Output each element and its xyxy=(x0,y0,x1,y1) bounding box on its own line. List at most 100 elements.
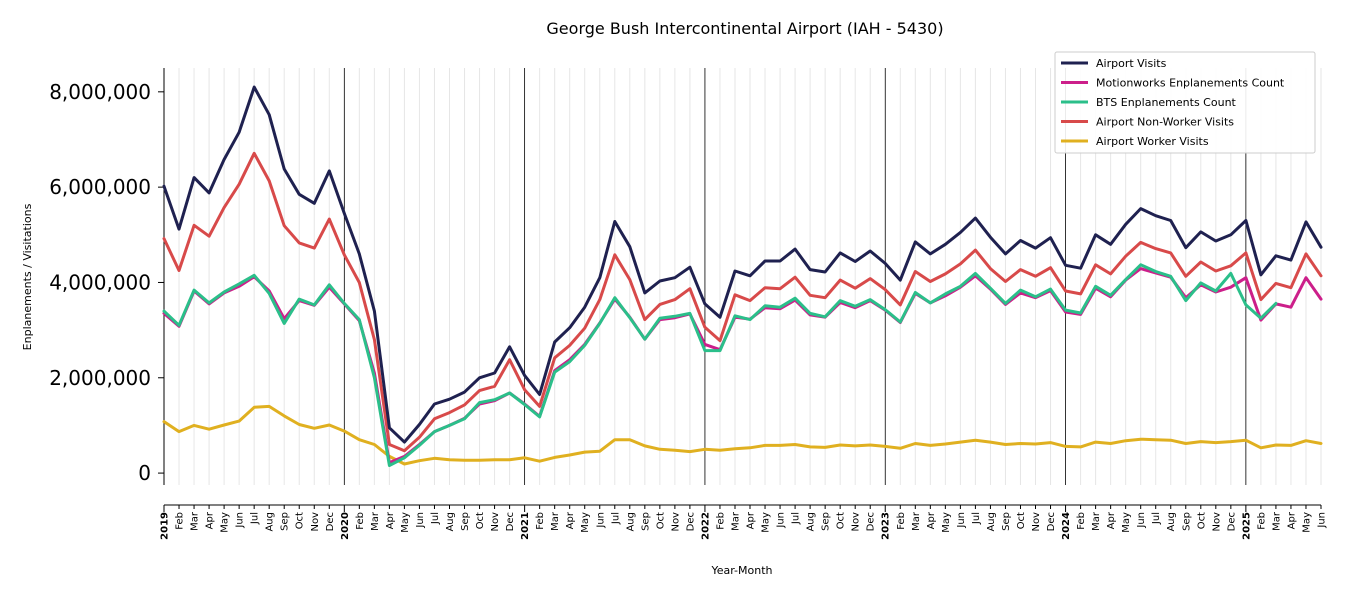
x-tick-label: May xyxy=(941,512,952,533)
x-tick-label: 2021 xyxy=(520,512,531,540)
x-tick-label: Nov xyxy=(310,512,321,532)
x-tick-label: Oct xyxy=(475,512,486,529)
x-tick-label: Dec xyxy=(685,512,696,531)
series-line-airport-non-worker-visits xyxy=(162,151,1323,453)
legend: Airport Visits Motionworks Enplanements C… xyxy=(1054,51,1316,154)
y-axis-label: Enplanements / Visitations xyxy=(21,203,34,350)
x-tick-label: Oct xyxy=(836,512,847,529)
x-tick-label: Oct xyxy=(1016,512,1027,529)
x-tick-label: Sep xyxy=(1001,512,1012,531)
x-tick-label: Oct xyxy=(655,512,666,529)
x-tick-label: Mar xyxy=(370,511,381,531)
x-tick-label: Jun xyxy=(595,512,606,529)
x-tick-label: 2025 xyxy=(1241,512,1252,540)
x-tick-label: Jun xyxy=(1317,512,1328,529)
x-tick-label: Feb xyxy=(1256,512,1267,530)
legend-label: Airport Worker Visits xyxy=(1096,135,1209,148)
x-tick-label: Nov xyxy=(1211,512,1222,532)
x-tick-label: Nov xyxy=(1031,512,1042,532)
x-tick-label: Aug xyxy=(806,512,817,532)
x-tick-label: Feb xyxy=(535,512,546,530)
x-tick-label: Mar xyxy=(1091,511,1102,531)
x-tick-label: Mar xyxy=(190,511,201,531)
x-tick-label: May xyxy=(1301,512,1312,533)
x-tick-label: Mar xyxy=(1271,511,1282,531)
x-tick-label: Nov xyxy=(851,512,862,532)
y-tick-label: 2,000,000 xyxy=(49,366,151,390)
x-tick-label: Feb xyxy=(175,512,186,530)
x-tick-label: Jul xyxy=(1151,512,1162,525)
series-line-airport-visits xyxy=(162,85,1323,444)
x-tick-label: Sep xyxy=(460,512,471,531)
axes: 0 2,000,000 4,000,000 6,000,000 8,000,000 201… xyxy=(49,68,1328,540)
chart-title: George Bush Intercontinental Airport (IA… xyxy=(546,19,943,38)
x-tick-label: 2023 xyxy=(881,512,892,540)
x-tick-label: Feb xyxy=(355,512,366,530)
x-tick-label: Dec xyxy=(505,512,516,531)
x-tick-label: Aug xyxy=(986,512,997,532)
x-tick-label: Apr xyxy=(205,511,216,529)
x-tick-label: Jul xyxy=(971,512,982,525)
legend-label: Airport Non-Worker Visits xyxy=(1096,116,1234,129)
x-tick-label: Aug xyxy=(445,512,456,532)
x-tick-label: 2024 xyxy=(1061,512,1072,540)
x-tick-label: Sep xyxy=(821,512,832,531)
x-tick-label: Feb xyxy=(1076,512,1087,530)
x-tick-label: Jul xyxy=(250,512,261,525)
legend-label: Airport Visits xyxy=(1096,57,1167,70)
series-line-airport-worker-visits xyxy=(162,404,1323,466)
x-tick-label: May xyxy=(1121,512,1132,533)
x-tick-label: Feb xyxy=(715,512,726,530)
year-divider-lines xyxy=(343,68,1247,485)
x-tick-label: Apr xyxy=(1286,511,1297,529)
x-tick-label: May xyxy=(400,512,411,533)
x-tick-label: Nov xyxy=(490,512,501,532)
y-tick-label: 6,000,000 xyxy=(49,175,151,199)
x-tick-label: Apr xyxy=(926,511,937,529)
x-tick-label: Sep xyxy=(280,512,291,531)
x-tick-label: Jul xyxy=(791,512,802,525)
x-tick-label: 2019 xyxy=(160,512,171,540)
x-tick-label: May xyxy=(580,512,591,533)
x-tick-label: Jun xyxy=(776,512,787,529)
x-tick-label: Sep xyxy=(640,512,651,531)
series-line-bts-enplanements-count xyxy=(162,263,1278,467)
x-tick-label: Jul xyxy=(430,512,441,525)
x-tick-label: Jun xyxy=(415,512,426,529)
x-tick-label: Jun xyxy=(1136,512,1147,529)
x-tick-label: Apr xyxy=(565,511,576,529)
x-tick-label: 2022 xyxy=(700,512,711,540)
y-tick-label: 0 xyxy=(138,461,151,485)
x-tick-label: Sep xyxy=(1181,512,1192,531)
x-tick-label: Jun xyxy=(956,512,967,529)
x-tick-label: Dec xyxy=(325,512,336,531)
y-tick-label: 8,000,000 xyxy=(49,80,151,104)
legend-box xyxy=(1054,51,1316,154)
x-tick-label: Dec xyxy=(866,512,877,531)
x-tick-label: Aug xyxy=(625,512,636,532)
x-tick-label: 2020 xyxy=(340,512,351,540)
x-tick-label: Dec xyxy=(1046,512,1057,531)
x-tick-label: Aug xyxy=(1166,512,1177,532)
x-tick-label: Jun xyxy=(235,512,246,529)
x-tick-label: Nov xyxy=(670,512,681,532)
x-tick-label: Mar xyxy=(730,511,741,531)
x-tick-label: Dec xyxy=(1226,512,1237,531)
x-tick-label: Feb xyxy=(896,512,907,530)
x-tick-label: May xyxy=(220,512,231,533)
x-tick-label: Apr xyxy=(1106,511,1117,529)
x-tick-label: Aug xyxy=(265,512,276,532)
x-tick-label: Oct xyxy=(1196,512,1207,529)
y-tick-label: 4,000,000 xyxy=(49,270,151,294)
x-axis-label: Year-Month xyxy=(710,564,772,577)
x-tick-label: Oct xyxy=(295,512,306,529)
legend-label: Motionworks Enplanements Count xyxy=(1096,77,1285,90)
x-tick-label: May xyxy=(761,512,772,533)
series-lines xyxy=(162,85,1323,467)
x-tick-label: Mar xyxy=(911,511,922,531)
x-tick-label: Mar xyxy=(550,511,561,531)
x-tick-label: Apr xyxy=(746,511,757,529)
x-tick-label: Apr xyxy=(385,511,396,529)
x-tick-label: Jul xyxy=(610,512,621,525)
